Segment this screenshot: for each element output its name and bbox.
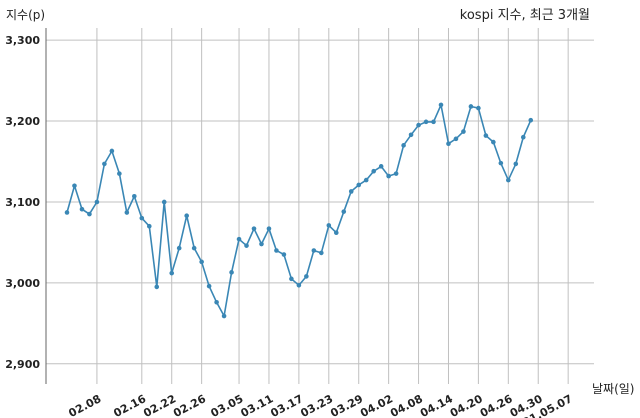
data-point bbox=[87, 211, 92, 217]
data-point bbox=[146, 223, 152, 229]
data-point bbox=[199, 259, 204, 265]
data-point bbox=[416, 122, 421, 128]
data-point bbox=[184, 213, 189, 219]
x-tick-label: 03.17 bbox=[268, 392, 305, 418]
data-point bbox=[528, 117, 534, 123]
x-tick-label: 02.08 bbox=[67, 392, 104, 418]
data-point bbox=[476, 105, 481, 111]
x-tick-label: 02.26 bbox=[171, 392, 208, 418]
data-point bbox=[102, 161, 107, 167]
data-point bbox=[513, 161, 519, 167]
y-tick-label: 3,300 bbox=[5, 34, 40, 47]
data-point bbox=[72, 183, 77, 189]
chart-title: kospi 지수, 최근 3개월 bbox=[459, 8, 590, 23]
x-tick-label: 04.08 bbox=[388, 392, 425, 418]
data-point bbox=[348, 189, 354, 194]
data-point bbox=[423, 119, 429, 125]
data-point bbox=[498, 160, 504, 166]
data-point bbox=[221, 313, 227, 319]
data-point bbox=[311, 248, 317, 253]
data-point bbox=[109, 148, 115, 154]
data-point bbox=[289, 276, 294, 282]
data-point bbox=[401, 143, 406, 148]
data-point bbox=[408, 132, 414, 138]
data-point bbox=[139, 215, 145, 221]
data-point bbox=[79, 206, 85, 212]
data-point bbox=[356, 182, 362, 188]
data-point bbox=[491, 139, 496, 145]
data-point bbox=[124, 210, 130, 215]
y-tick-label: 3,000 bbox=[5, 277, 40, 290]
data-point bbox=[169, 270, 175, 276]
data-point bbox=[431, 119, 436, 125]
data-point bbox=[251, 226, 257, 231]
data-point bbox=[319, 250, 324, 256]
data-point bbox=[281, 252, 287, 257]
data-point bbox=[326, 223, 332, 228]
data-point bbox=[236, 236, 242, 242]
x-tick-label: 02.16 bbox=[111, 392, 148, 418]
data-point bbox=[132, 193, 137, 199]
chart-grid bbox=[45, 28, 594, 384]
x-tick-label: 04.20 bbox=[448, 392, 485, 418]
data-point bbox=[506, 177, 511, 183]
x-tick-label: 03.23 bbox=[298, 392, 335, 418]
x-tick-label: 04.02 bbox=[358, 392, 395, 418]
x-axis-label: 날짜(일) bbox=[592, 382, 635, 396]
data-point bbox=[191, 245, 197, 251]
data-point bbox=[154, 284, 160, 290]
data-point bbox=[94, 199, 100, 205]
data-point bbox=[176, 245, 182, 251]
x-tick-label: 02.22 bbox=[141, 392, 178, 418]
data-point bbox=[259, 241, 264, 247]
data-point bbox=[244, 243, 249, 248]
data-point bbox=[393, 171, 399, 176]
y-axis-label: 지수(p) bbox=[6, 8, 46, 22]
series-points bbox=[64, 102, 534, 319]
data-point bbox=[161, 199, 167, 205]
x-tick-label: 04.14 bbox=[418, 392, 455, 418]
x-tick-label: 03.05 bbox=[209, 392, 246, 418]
data-point bbox=[363, 177, 369, 183]
data-point bbox=[446, 141, 451, 146]
data-point bbox=[371, 168, 376, 174]
data-point bbox=[341, 209, 347, 214]
data-point bbox=[520, 134, 526, 140]
x-tick-label: 03.29 bbox=[328, 392, 365, 418]
data-point bbox=[274, 248, 279, 253]
data-point bbox=[483, 133, 489, 138]
data-point bbox=[64, 210, 70, 215]
x-tick-label: 03.11 bbox=[239, 392, 276, 418]
data-point bbox=[304, 274, 309, 279]
x-tick-label: 04.26 bbox=[478, 392, 515, 418]
y-tick-label: 3,200 bbox=[5, 115, 40, 128]
data-point bbox=[468, 104, 474, 109]
data-point bbox=[266, 226, 272, 231]
data-point bbox=[386, 173, 391, 179]
data-point bbox=[438, 102, 444, 108]
data-point bbox=[214, 299, 219, 305]
y-tick-label: 2,900 bbox=[5, 358, 40, 371]
data-point bbox=[453, 136, 459, 142]
data-point bbox=[117, 171, 122, 176]
y-tick-label: 3,100 bbox=[5, 196, 40, 209]
data-point bbox=[229, 270, 234, 275]
data-point bbox=[461, 129, 466, 134]
data-point bbox=[206, 283, 212, 289]
data-point bbox=[378, 164, 384, 169]
y-axis-ticks: 2,900 3,000 3,100 3,200 3,300 bbox=[5, 34, 40, 371]
data-point bbox=[333, 230, 339, 235]
data-point bbox=[296, 282, 302, 288]
